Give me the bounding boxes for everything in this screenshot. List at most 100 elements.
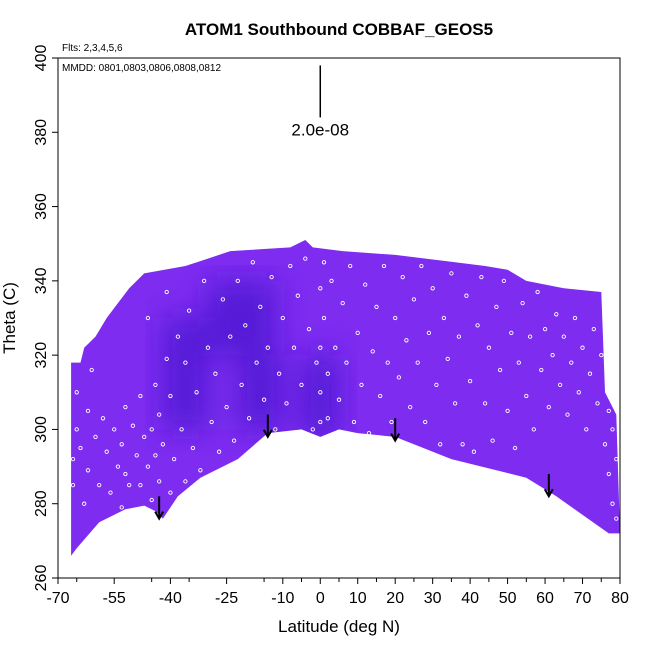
sample-point bbox=[385, 360, 390, 365]
sample-point bbox=[366, 430, 372, 436]
sample-point bbox=[584, 427, 589, 432]
sample-point bbox=[400, 274, 405, 280]
field-dark-region bbox=[207, 280, 276, 356]
sample-point bbox=[355, 330, 360, 336]
sample-point bbox=[100, 416, 106, 421]
down-arrow bbox=[390, 418, 401, 443]
x-tick-label: -25 bbox=[215, 590, 238, 607]
sample-point bbox=[138, 482, 143, 488]
sample-point bbox=[497, 367, 503, 373]
sample-point bbox=[381, 263, 387, 269]
arrow-markers bbox=[154, 414, 554, 521]
sample-point bbox=[235, 278, 240, 284]
dates-annotation: MMDD: 0801,0803,0806,0808,0812 bbox=[62, 63, 221, 74]
sample-point bbox=[93, 434, 98, 440]
sample-point bbox=[123, 471, 128, 477]
sample-point bbox=[565, 412, 570, 417]
sample-point bbox=[201, 278, 207, 284]
sample-point bbox=[321, 260, 327, 265]
y-tick-label: 280 bbox=[33, 490, 50, 517]
sample-point bbox=[464, 293, 469, 298]
sample-point bbox=[220, 297, 226, 302]
sample-point bbox=[344, 360, 349, 365]
sample-point bbox=[438, 442, 443, 447]
sample-point bbox=[295, 293, 300, 298]
sample-point bbox=[145, 315, 151, 321]
sample-point bbox=[153, 382, 158, 388]
chart-title: ATOM1 Southbound COBBAF_GEOS5 bbox=[185, 20, 493, 39]
sample-point bbox=[258, 304, 263, 310]
sample-point bbox=[393, 315, 398, 321]
sample-point bbox=[261, 397, 267, 402]
sample-point bbox=[280, 315, 285, 321]
sample-point bbox=[273, 427, 278, 432]
sample-point bbox=[610, 501, 615, 506]
y-tick-label: 360 bbox=[33, 193, 50, 220]
sample-point bbox=[411, 297, 417, 302]
sample-point bbox=[614, 516, 619, 521]
field-dark-region bbox=[162, 318, 208, 430]
sample-point bbox=[134, 453, 139, 458]
sample-point bbox=[441, 315, 447, 321]
sample-point bbox=[70, 482, 76, 488]
sample-point bbox=[306, 326, 312, 332]
sample-point bbox=[325, 371, 330, 376]
field-dark-regions bbox=[162, 280, 339, 437]
sample-point bbox=[239, 382, 244, 388]
y-tick-label: 300 bbox=[33, 416, 50, 443]
sample-point bbox=[430, 286, 435, 291]
sample-point bbox=[108, 490, 113, 495]
sample-point bbox=[190, 445, 196, 451]
sample-point bbox=[587, 371, 593, 376]
sample-point bbox=[467, 378, 473, 384]
scale-label: 2.0e-08 bbox=[291, 120, 349, 139]
field-dark-region bbox=[237, 355, 283, 430]
sample-point bbox=[363, 282, 368, 287]
sample-point bbox=[269, 274, 274, 280]
sample-point bbox=[482, 401, 488, 406]
down-arrow bbox=[262, 414, 273, 439]
x-axis-title: Latitude (deg N) bbox=[278, 617, 400, 636]
sample-point bbox=[153, 453, 158, 458]
y-tick-label: 320 bbox=[33, 342, 50, 369]
sample-point bbox=[119, 442, 124, 447]
y-tick-label: 400 bbox=[33, 45, 50, 72]
sample-point bbox=[445, 356, 450, 362]
sample-point bbox=[396, 375, 402, 380]
x-tick-label: 30 bbox=[424, 590, 442, 607]
y-tick-label: 340 bbox=[33, 267, 50, 294]
sample-point bbox=[145, 464, 151, 469]
arrow-head bbox=[262, 429, 273, 439]
sample-point bbox=[527, 334, 533, 339]
sample-point bbox=[471, 449, 477, 454]
sample-point bbox=[310, 427, 315, 432]
sample-point bbox=[479, 274, 484, 280]
sample-point bbox=[520, 300, 525, 306]
sample-point bbox=[123, 404, 128, 410]
sample-point bbox=[348, 263, 353, 269]
field-dark-region bbox=[301, 355, 339, 437]
sample-point bbox=[389, 419, 394, 425]
y-axis: 260 280 300 320 340 360 380 400 bbox=[33, 45, 58, 591]
sample-point bbox=[378, 393, 383, 399]
sample-point bbox=[606, 408, 611, 414]
x-tick-label: 40 bbox=[461, 590, 479, 607]
x-tick-label: -70 bbox=[46, 590, 69, 607]
sample-point bbox=[370, 349, 375, 354]
sample-point bbox=[97, 482, 102, 488]
sample-point bbox=[243, 323, 248, 328]
sample-point bbox=[314, 360, 319, 365]
sample-point bbox=[449, 271, 454, 276]
sample-point bbox=[85, 468, 91, 473]
sample-point bbox=[299, 382, 304, 388]
sample-point bbox=[205, 345, 211, 350]
sample-point bbox=[554, 312, 559, 317]
sample-point bbox=[531, 427, 536, 432]
x-tick-label: 20 bbox=[386, 590, 404, 607]
sample-point bbox=[501, 278, 507, 284]
sample-point bbox=[460, 442, 465, 447]
scale-indicator: 2.0e-08 bbox=[291, 65, 349, 139]
sample-point bbox=[602, 442, 608, 447]
down-arrow bbox=[543, 474, 554, 499]
sample-point bbox=[569, 360, 574, 365]
